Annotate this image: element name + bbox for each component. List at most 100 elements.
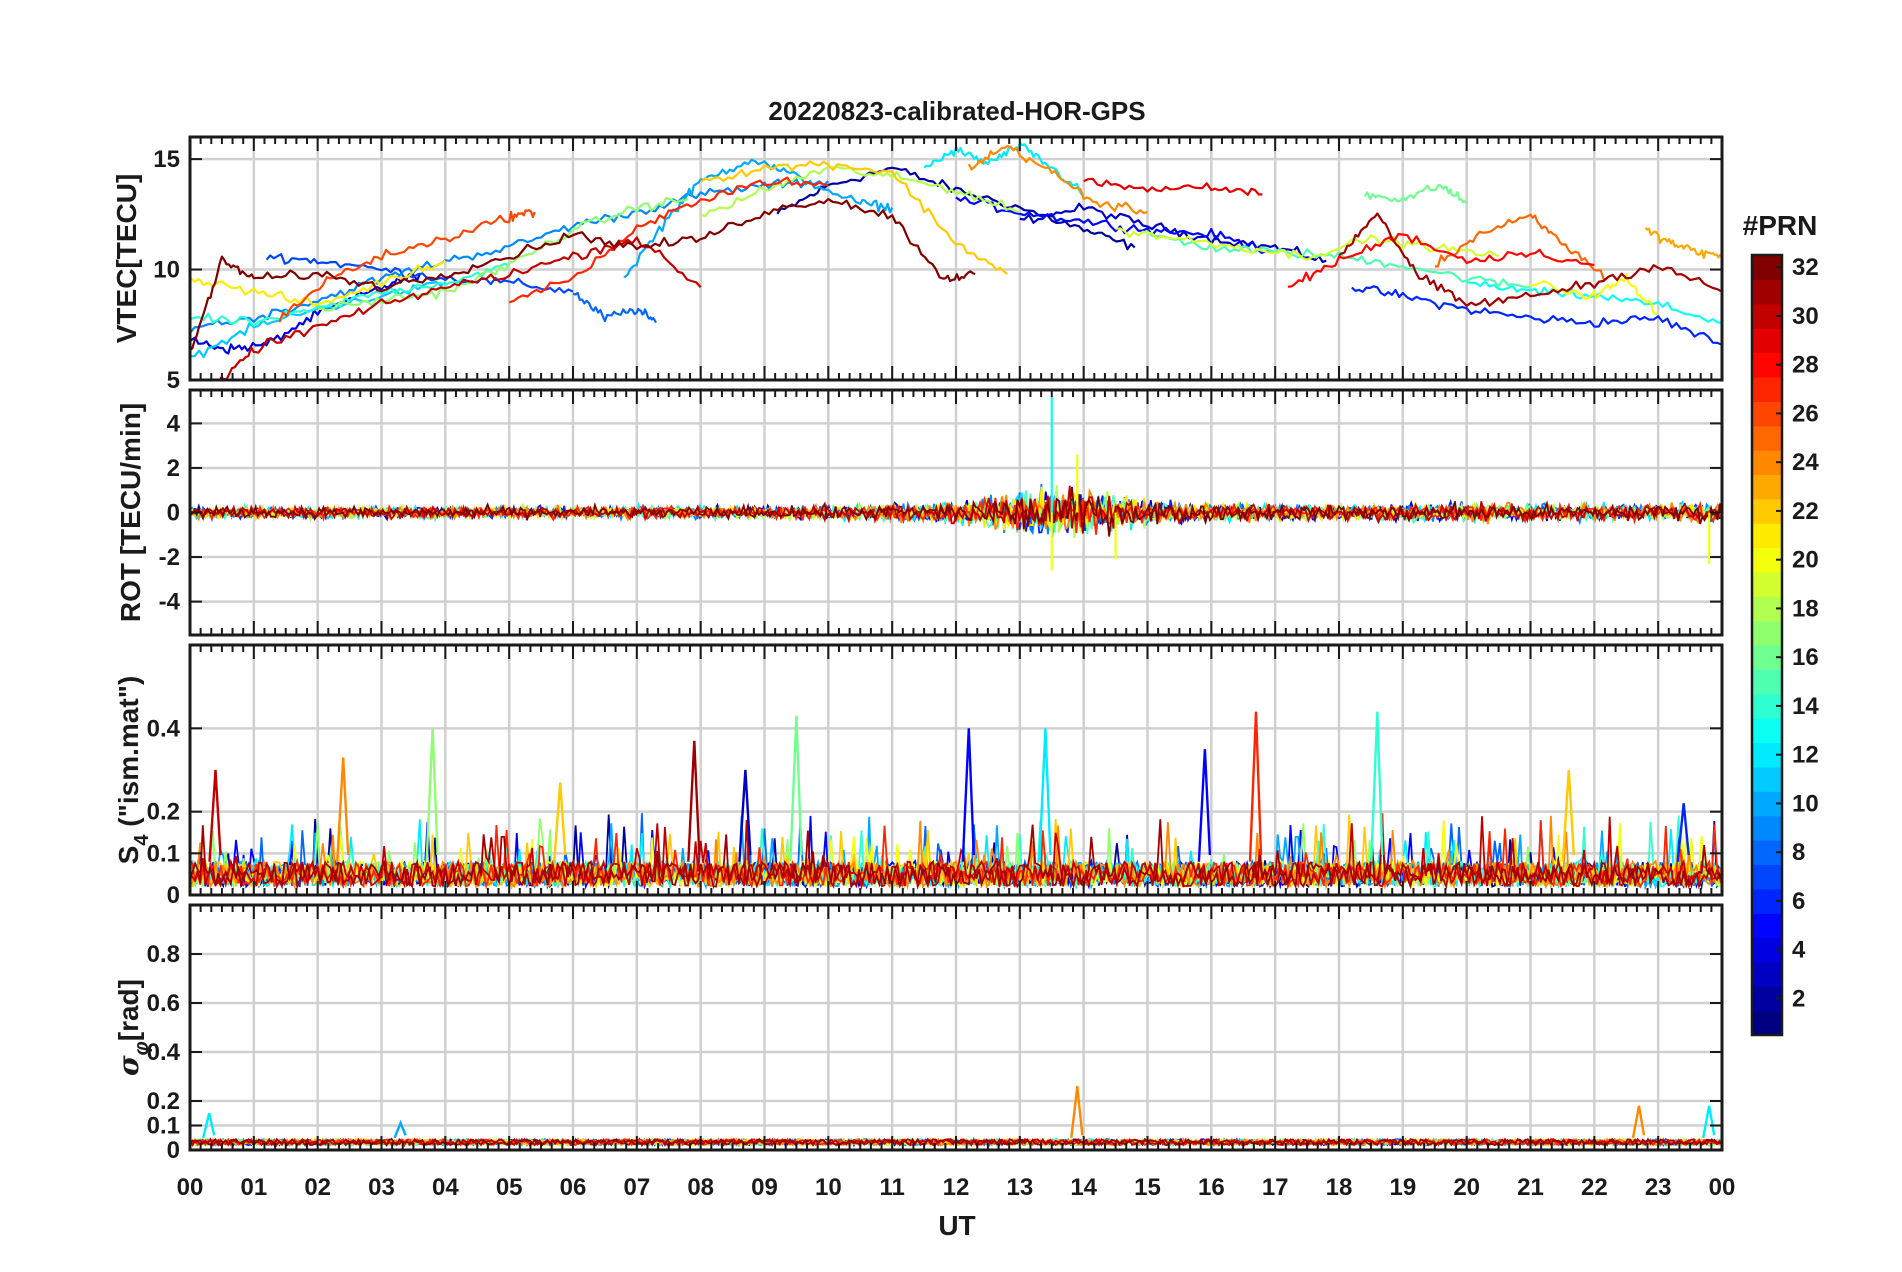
vtec-line-prn-29	[1083, 177, 1263, 196]
x-tick-label: 13	[1006, 1174, 1033, 1201]
colorbar-tick-label: 14	[1792, 693, 1819, 720]
x-tick-label: 19	[1389, 1174, 1416, 1201]
rot-line-prn-32	[190, 486, 1722, 537]
x-tick-label: 00	[1709, 1174, 1736, 1201]
vtec-line-prn-6	[1351, 285, 1722, 346]
s4-peak	[1197, 749, 1212, 862]
x-axis-label: UT	[938, 1210, 975, 1241]
sigma-peak	[1631, 1105, 1646, 1139]
y-axis-label-sigma: σφ[rad]	[112, 979, 153, 1076]
colorbar-step	[1752, 620, 1782, 646]
x-tick-label: 09	[751, 1174, 778, 1201]
vtec-line-prn-26	[278, 209, 536, 323]
vtec-line-prn-5	[955, 196, 1276, 254]
sigma-peak	[202, 1113, 216, 1139]
y-tick-label: 0.1	[147, 840, 180, 867]
y-axis-label-rot: ROT [TECU/min]	[115, 403, 146, 622]
x-tick-label: 15	[1134, 1174, 1161, 1201]
vtec-line-prn-24	[967, 145, 1148, 215]
panel-s4: 0 0.1 0.2 0.4 S4 ("ism.mat")	[113, 643, 1724, 909]
series-rot	[190, 396, 1722, 571]
s4-peak	[687, 740, 701, 862]
colorbar-step	[1752, 376, 1782, 402]
y-tick-label: 15	[153, 146, 180, 173]
x-tick-label: 17	[1262, 1174, 1289, 1201]
x-tick-label: 10	[815, 1174, 842, 1201]
vtec-line-prn-30	[219, 236, 702, 380]
vtec-line-prn-8	[572, 291, 657, 324]
colorbar-step	[1752, 279, 1782, 305]
x-tick-label: 02	[304, 1174, 331, 1201]
colorbar-step	[1752, 328, 1782, 354]
vtec-line-prn-10	[623, 158, 894, 279]
series-vtec	[190, 141, 1722, 380]
vtec-line-prn-13	[1466, 280, 1722, 324]
y-axis-label-s4-suffix: ("ism.mat")	[113, 676, 144, 835]
sigma-peak	[1070, 1086, 1084, 1138]
colorbar-step	[1752, 571, 1782, 597]
colorbar-step	[1752, 718, 1782, 744]
colorbar-tick-label: 22	[1792, 498, 1819, 525]
y-tick-label: -2	[159, 544, 180, 571]
colorbar-tick-label: 24	[1792, 449, 1819, 476]
colorbar-tick-label: 30	[1792, 303, 1819, 330]
vtec-line-prn-23	[1644, 227, 1722, 260]
vtec-line-prn-22	[699, 160, 1008, 275]
colorbar-tick-label: 28	[1792, 352, 1819, 379]
colorbar-step	[1752, 1010, 1782, 1036]
x-tick-label: 08	[687, 1174, 714, 1201]
colorbar-tick-label: 10	[1792, 790, 1819, 817]
s4-peak	[553, 782, 567, 862]
y-tick-label: 0.1	[147, 1113, 180, 1140]
vtec-line-prn-32	[190, 198, 976, 351]
x-tick-label: 14	[1070, 1174, 1097, 1201]
x-tick-label: 18	[1326, 1174, 1353, 1201]
colorbar-step	[1752, 523, 1782, 549]
colorbar-tick-label: 32	[1792, 254, 1819, 281]
y-tick-label: 0.2	[147, 799, 180, 826]
vtec-line-prn-3	[1019, 202, 1327, 263]
colorbar-step	[1752, 425, 1782, 451]
y-tick-label: 10	[153, 257, 180, 284]
y-tick-label: 0	[167, 882, 180, 909]
y-tick-label: 0	[167, 1137, 180, 1164]
colorbar-step	[1752, 474, 1782, 500]
colorbar-tick-label: 18	[1792, 595, 1819, 622]
y-axis-label-s4-sub: 4	[131, 834, 153, 846]
vtec-line-prn-4	[190, 272, 421, 355]
y-tick-label: 0.6	[147, 990, 180, 1017]
vtec-line-prn-17	[317, 197, 689, 312]
colorbar-tick-label: 4	[1792, 937, 1806, 964]
panel-sigma: 00.10.2 0.4 0.6 0.8 σφ[rad]	[112, 903, 1724, 1164]
colorbar-step	[1752, 669, 1782, 695]
x-tick-label: 21	[1517, 1174, 1544, 1201]
vtec-line-prn-25	[1434, 213, 1608, 281]
y-axis-label-s4-base: S	[113, 846, 144, 865]
s4-peak	[1561, 769, 1575, 862]
y-tick-label: 0	[167, 500, 180, 527]
x-tick-label: 05	[496, 1174, 523, 1201]
frame-s4	[188, 643, 1724, 897]
vtec-line-prn-14	[190, 262, 510, 327]
s4-peak	[336, 757, 350, 862]
vtec-line-prn-18	[700, 165, 1021, 218]
x-tick-label: 03	[368, 1174, 395, 1201]
y-tick-label: 5	[167, 367, 180, 394]
x-tick-label: 06	[560, 1174, 587, 1201]
s4-peak	[1370, 711, 1384, 862]
colorbar-tick-label: 20	[1792, 547, 1819, 574]
frame-sigma	[188, 903, 1724, 1152]
x-tick-label: 22	[1581, 1174, 1608, 1201]
y-axis-label-vtec: VTEC[TECU]	[111, 174, 142, 344]
x-tick-label: 16	[1198, 1174, 1225, 1201]
colorbar-step	[1752, 961, 1782, 987]
x-tick-labels: 00 01 02 03 04 05 06 07 08 09 10 11 12 13 14 15 16 17 18 19…	[177, 1174, 1736, 1201]
colorbar-tick-label: 8	[1792, 839, 1805, 866]
vtec-line-prn-31	[1338, 212, 1722, 307]
y-axis-label-sigma-suffix: [rad]	[113, 979, 144, 1041]
y-tick-label: -4	[159, 589, 181, 616]
y-tick-label: 0.8	[147, 941, 180, 968]
